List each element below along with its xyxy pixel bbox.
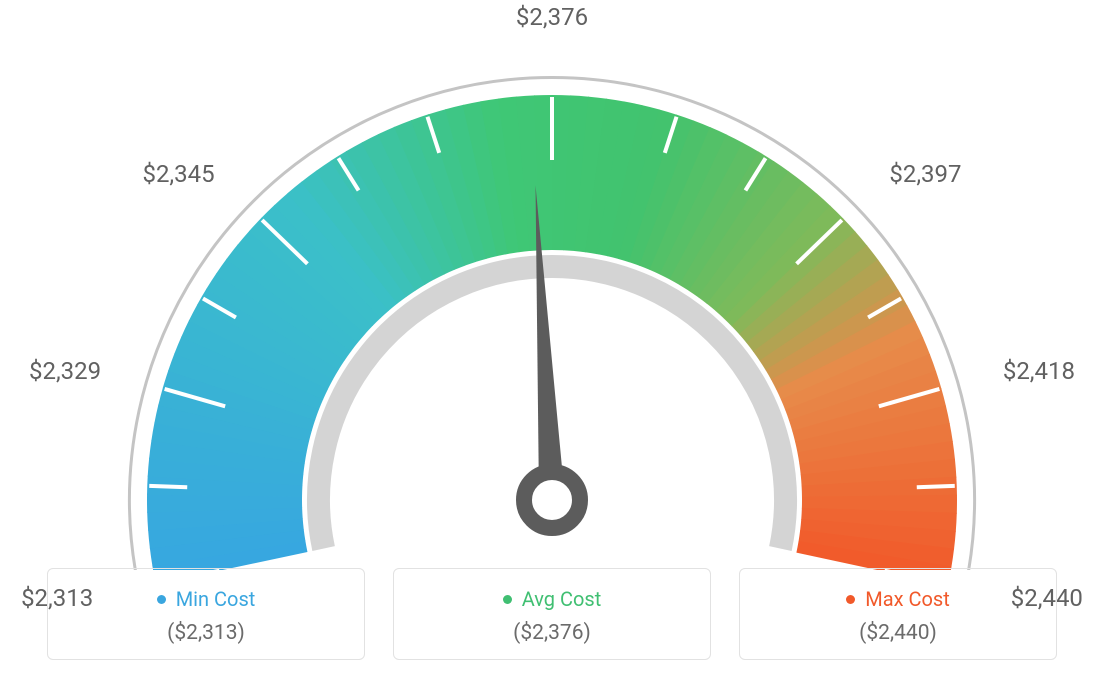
gauge-chart: [52, 30, 1052, 570]
cost-card-value: ($2,376): [513, 621, 591, 645]
cost-card-title: Max Cost: [865, 587, 950, 611]
legend-dot-icon: [503, 595, 512, 604]
cost-card-value: ($2,313): [167, 621, 245, 645]
cost-card-title: Avg Cost: [522, 587, 602, 611]
legend-dot-icon: [846, 595, 855, 604]
gauge-tick-label: $2,397: [889, 160, 961, 188]
cost-card-header: Min Cost: [157, 587, 256, 611]
cost-card: Min Cost ($2,313): [47, 568, 365, 660]
gauge-tick-label: $2,418: [1003, 357, 1075, 385]
cost-card-header: Max Cost: [846, 587, 950, 611]
cost-card-value: ($2,440): [859, 621, 937, 645]
gauge-tick: [149, 486, 187, 487]
cost-cards-row: Min Cost ($2,313) Avg Cost ($2,376) Max Cost…: [47, 568, 1057, 660]
cost-card-title: Min Cost: [176, 587, 256, 611]
gauge-needle-hub: [524, 472, 580, 528]
cost-card: Avg Cost ($2,376): [393, 568, 711, 660]
gauge-tick: [917, 486, 955, 487]
gauge-tick-label: $2,345: [142, 160, 214, 188]
cost-card-header: Avg Cost: [503, 587, 602, 611]
gauge-container: $2,313$2,329$2,345$2,376$2,397$2,418$2,4…: [0, 0, 1104, 560]
cost-card: Max Cost ($2,440): [739, 568, 1057, 660]
legend-dot-icon: [157, 595, 166, 604]
gauge-tick-label: $2,329: [29, 357, 101, 385]
gauge-tick-label: $2,376: [516, 3, 588, 31]
